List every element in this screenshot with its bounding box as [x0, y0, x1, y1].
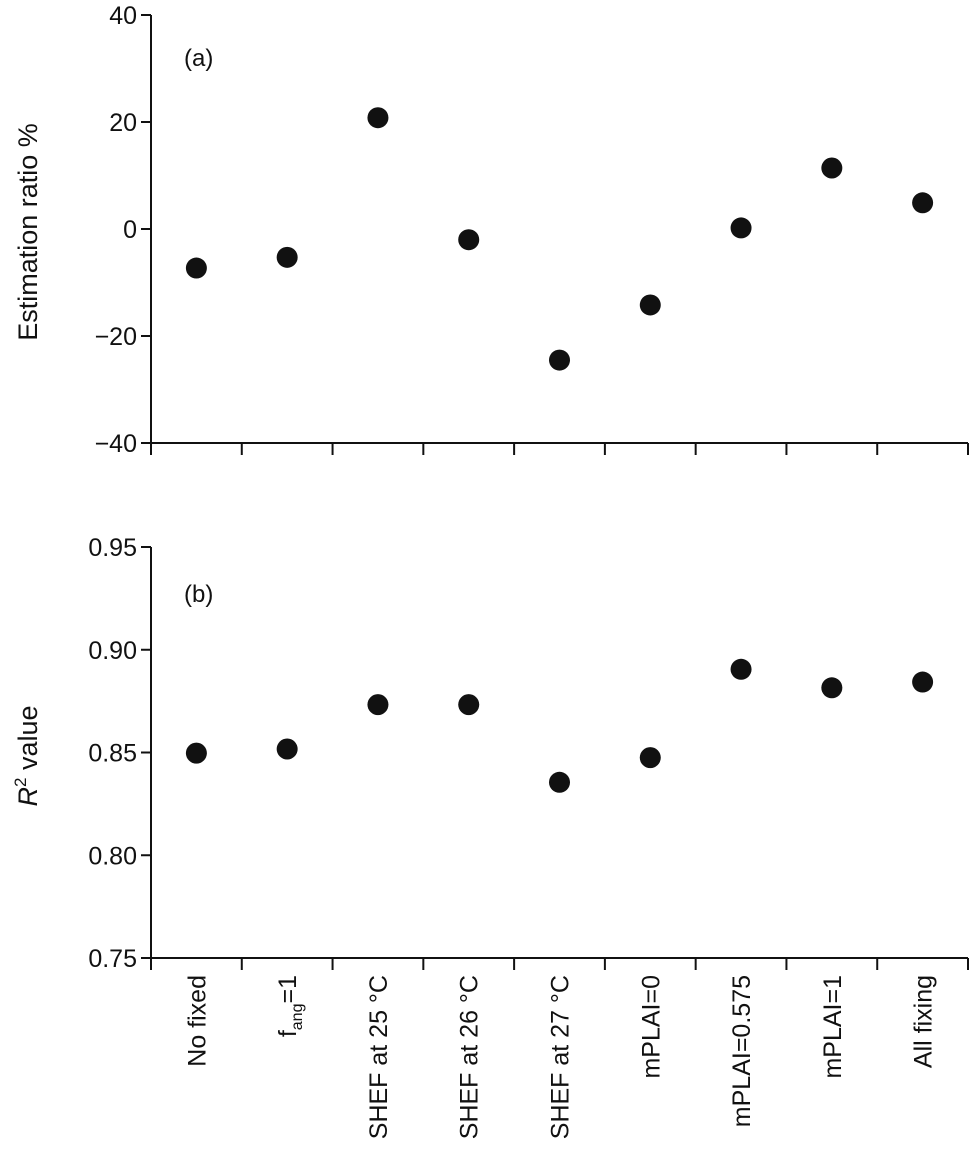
- data-point: [639, 747, 661, 769]
- x-category-label: mPLAI=0.575: [728, 975, 756, 1127]
- y-tick-label: 0.95: [88, 534, 137, 562]
- data-point: [549, 349, 570, 371]
- data-point: [730, 217, 752, 239]
- panel-a-y-axis-title: Estimation ratio %: [13, 123, 43, 341]
- x-category-label: No fixed: [183, 975, 211, 1067]
- panel-b-label: (b): [184, 581, 213, 608]
- y-tick-label: 0.85: [88, 740, 137, 768]
- x-category-label: mPLAI=0: [637, 975, 665, 1079]
- category-labels: No fixed fang=1 SHEF at 25 °C SHEF at 26 °C…: [183, 975, 937, 1139]
- panel-b: 0.95 0.90 0.85 0.80 0.75 (b) R2 value: [11, 534, 969, 973]
- panel-b-y-axis-title-main: R: [13, 787, 43, 807]
- data-point: [367, 107, 389, 129]
- data-point: [276, 246, 298, 268]
- y-tick-label: 40: [109, 2, 137, 30]
- data-point: [458, 229, 480, 251]
- data-point: [185, 742, 207, 764]
- panel-b-y-axis-title-sup: 2: [11, 778, 30, 787]
- y-tick-label: 0.80: [88, 842, 137, 870]
- data-point: [458, 694, 480, 716]
- y-tick-label: −40: [95, 430, 137, 458]
- data-point: [912, 671, 934, 693]
- y-tick-label: 0.75: [88, 945, 137, 973]
- panel-b-points: [185, 658, 934, 793]
- y-tick-label: 20: [109, 109, 137, 137]
- x-category-label: mPLAI=1: [819, 975, 847, 1079]
- data-point: [549, 771, 570, 793]
- x-category-label: fang=1: [274, 975, 306, 1037]
- panel-a-points: [185, 107, 934, 371]
- data-point: [276, 738, 298, 760]
- data-point: [730, 658, 752, 680]
- x-category-label: SHEF at 26 °C: [456, 975, 484, 1139]
- panel-a-axes: [150, 15, 968, 444]
- panel-b-y-axis-title: R2 value: [11, 705, 43, 806]
- panel-a-y-ticks: 40 20 0 −20 −40: [95, 2, 151, 458]
- data-point: [821, 157, 843, 179]
- data-point: [367, 694, 389, 716]
- data-point: [185, 257, 207, 279]
- panel-b-axes: [150, 547, 968, 959]
- x-category-label: SHEF at 25 °C: [365, 975, 393, 1139]
- panel-b-y-ticks: 0.95 0.90 0.85 0.80 0.75: [88, 534, 151, 973]
- x-category-label: All fixing: [910, 975, 938, 1068]
- panel-a: 40 20 0 −20 −40 (a) Estimation ratio %: [13, 2, 969, 458]
- y-tick-label: −20: [95, 323, 137, 351]
- y-tick-label: 0.90: [88, 637, 137, 665]
- panel-b-x-ticks: [150, 958, 969, 970]
- panel-a-x-ticks: [150, 443, 969, 455]
- panel-a-label: (a): [184, 45, 213, 72]
- data-point: [912, 192, 934, 214]
- y-tick-label: 0: [123, 216, 137, 244]
- panel-b-y-axis-title-rest: value: [13, 705, 43, 777]
- x-category-label: SHEF at 27 °C: [547, 975, 575, 1139]
- data-point: [639, 294, 661, 316]
- data-point: [821, 677, 843, 699]
